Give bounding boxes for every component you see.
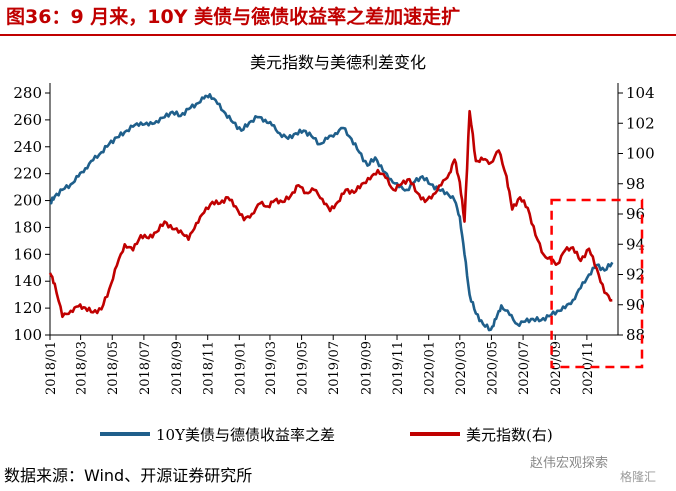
series-line-dxy (48, 109, 613, 319)
x-tick-label: 2020/07 (517, 341, 532, 395)
y-left-tick-label: 180 (13, 218, 42, 236)
x-tick-label: 2020/03 (454, 341, 469, 395)
x-tick-label: 2018/05 (106, 341, 121, 395)
legend-label-dxy: 美元指数(右) (466, 426, 553, 444)
x-tick-label: 2018/03 (75, 341, 90, 395)
y-left-tick-label: 120 (13, 299, 42, 317)
x-tick-label: 2020/11 (581, 341, 596, 395)
x-tick-label: 2019/09 (359, 341, 374, 395)
y-right-tick-label: 94 (626, 235, 645, 253)
y-left-tick-label: 200 (13, 192, 42, 210)
x-tick-label: 2018/11 (202, 341, 217, 395)
x-tick-label: 2018/09 (170, 341, 185, 395)
chart-canvas: 美元指数与美德利差变化 100 120 140 160 180 200 220 240 260 2… (13, 53, 655, 444)
x-tick-label: 2019/01 (233, 341, 248, 395)
y-right-tick-label: 102 (626, 114, 655, 132)
y-left-tick-label: 260 (13, 111, 42, 129)
x-tick-label: 2019/05 (296, 341, 311, 395)
source-note: 数据来源：Wind、开源证券研究所 (4, 466, 253, 485)
highlight-box (550, 198, 644, 369)
figure-title: 图36：9 月来，10Y 美债与德债收益率之差加速走扩 (0, 0, 676, 36)
watermark-sub: 格隆汇 (620, 470, 657, 484)
series-lines (48, 92, 644, 369)
y-left-tick-label: 220 (13, 165, 42, 183)
y-right-tick-label: 96 (626, 205, 645, 223)
x-tick-label: 2019/03 (264, 341, 279, 395)
y-left-tick-label: 240 (13, 138, 42, 156)
legend: 10Y美债与德债收益率之差 美元指数(右) (100, 426, 553, 444)
y-right-tick-label: 104 (626, 84, 655, 102)
x-tick-label: 2020/01 (423, 341, 438, 395)
y-right-tick-label: 90 (626, 296, 645, 314)
x-tick-label: 2020/09 (549, 341, 564, 395)
x-tick-label: 2018/07 (138, 341, 153, 395)
y-left-tick-label: 100 (13, 326, 42, 344)
x-tick-label: 2018/01 (44, 341, 59, 395)
axes: 100 120 140 160 180 200 220 240 260 280 88 90 92 94 96… (13, 83, 655, 395)
legend-label-spread: 10Y美债与德债收益率之差 (156, 426, 335, 444)
x-tick-label: 2019/07 (327, 341, 342, 395)
y-left-tick-label: 280 (13, 84, 42, 102)
chart-title: 美元指数与美德利差变化 (250, 53, 426, 72)
y-right-tick-label: 98 (626, 175, 645, 193)
x-tick-label: 2020/05 (485, 341, 500, 395)
y-right-tick-label: 88 (626, 326, 645, 344)
y-left-tick-label: 140 (13, 272, 42, 290)
y-right-tick-label: 100 (626, 145, 655, 163)
x-tick-label: 2019/11 (391, 341, 406, 395)
watermark: 赵伟宏观探索 (530, 456, 609, 471)
series-line-spread (49, 92, 614, 332)
y-left-tick-label: 160 (13, 245, 42, 263)
y-right-tick-label: 92 (626, 266, 645, 284)
